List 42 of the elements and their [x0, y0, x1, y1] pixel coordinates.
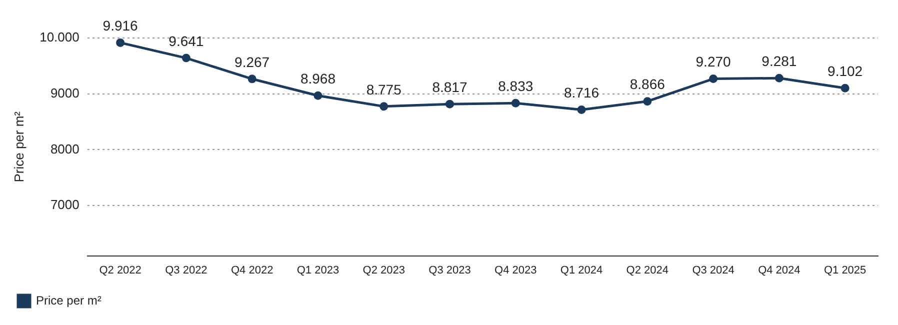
point: [709, 74, 718, 84]
data-label: 9.102: [828, 63, 863, 80]
point: [116, 38, 125, 47]
data-label: 8.866: [630, 76, 666, 92]
x-tick-label: Q4 2023: [494, 264, 537, 276]
data-label: 8.716: [564, 84, 600, 101]
data-label: 9.281: [762, 53, 797, 70]
data-label: 8.833: [498, 78, 534, 94]
point: [182, 54, 190, 62]
point: [577, 105, 586, 114]
point: [774, 74, 784, 82]
data-label: 9.641: [168, 32, 204, 49]
point: [248, 74, 256, 84]
x-tick-label: Q4 2024: [758, 264, 800, 276]
x-tick-label: Q1 2025: [824, 264, 866, 276]
y-tick-label: 10.000: [40, 30, 80, 45]
point: [511, 98, 520, 108]
x-tick-label: Q2 2022: [99, 264, 142, 276]
x-tick-label: Q1 2023: [296, 264, 340, 276]
y-tick-label: 8000: [50, 141, 80, 156]
y-tick-label: 9000: [50, 85, 80, 100]
data-label: 9.267: [234, 54, 270, 70]
point: [314, 91, 322, 100]
data-label: 8.775: [366, 81, 402, 98]
point: [840, 84, 850, 92]
point: [380, 102, 388, 111]
x-tick-label: Q3 2023: [428, 264, 471, 276]
point: [445, 100, 454, 108]
data-label: 8.817: [432, 78, 468, 95]
x-tick-label: Q1 2024: [560, 264, 603, 276]
x-tick-label: Q4 2022: [230, 264, 274, 276]
legend-label: Price per m²: [36, 293, 102, 308]
x-tick-label: Q3 2022: [165, 264, 208, 276]
data-label: 8.968: [300, 70, 336, 86]
x-tick-label: Q2 2024: [626, 264, 668, 276]
y-axis-title: Price per m²: [11, 110, 26, 182]
point: [643, 97, 652, 106]
data-label: 9.916: [102, 18, 138, 34]
x-tick-label: Q2 2023: [362, 264, 405, 276]
data-label: 9.270: [696, 54, 732, 70]
y-tick-label: 7000: [50, 197, 80, 212]
x-tick-label: Q3 2024: [692, 264, 734, 276]
